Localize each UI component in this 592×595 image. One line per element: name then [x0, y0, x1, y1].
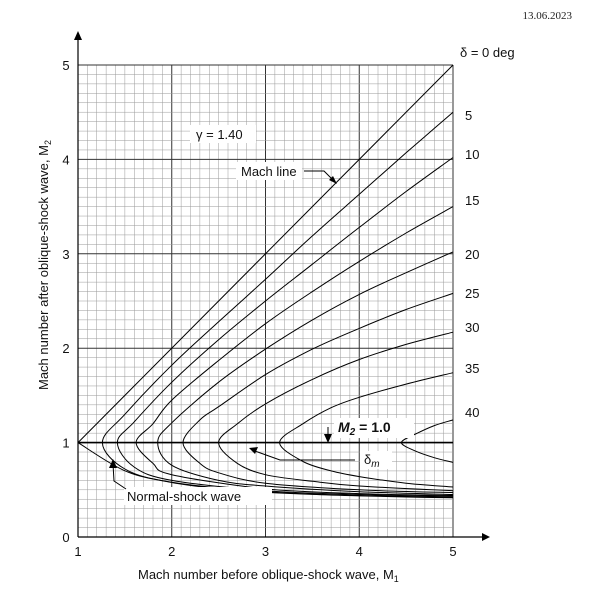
x-tick-label: 1 — [74, 544, 81, 559]
m2-label: M2 = 1.0 — [338, 419, 391, 438]
y-tick-label: 3 — [62, 247, 69, 262]
normal-shock-pointer-arrow-icon — [109, 459, 117, 468]
normal-shock-pointer — [112, 463, 127, 490]
y-tick-label: 4 — [62, 152, 69, 167]
deflection-curve-35 — [279, 372, 454, 488]
x-tick-label: 5 — [449, 544, 456, 559]
delta-label-25: 25 — [465, 286, 479, 301]
y-tick-label: 2 — [62, 341, 69, 356]
y-axis-title: Mach number after oblique-shock wave, M2 — [36, 140, 53, 390]
delta-label-10: 10 — [465, 147, 479, 162]
y-tick-label: 5 — [62, 58, 69, 73]
x-axis-arrow-icon — [482, 533, 490, 541]
gamma-label: γ = 1.40 — [196, 127, 243, 142]
annotations: γ = 1.40 Mach line Normal-shock wave M2 … — [36, 125, 414, 584]
deflection-curve-10 — [116, 157, 454, 497]
x-tick-label: 4 — [356, 544, 363, 559]
delta-label-5: 5 — [465, 108, 472, 123]
delta-label-15: 15 — [465, 193, 479, 208]
deflection-curve-30 — [218, 331, 454, 492]
delta-m-label-sub: m — [371, 459, 379, 470]
delta-m-pointer — [251, 449, 355, 461]
deflection-angle-labels: δ = 0 deg 5 10 15 20 25 30 35 40 — [460, 45, 515, 420]
x-tick-label: 3 — [262, 544, 269, 559]
delta-label-35: 35 — [465, 361, 479, 376]
deflection-curve-20 — [157, 251, 454, 495]
y-tick-label: 1 — [62, 436, 69, 451]
deflection-curve-25 — [182, 292, 454, 494]
y-tick-label: 0 — [62, 530, 69, 545]
delta-label-40: 40 — [465, 405, 479, 420]
delta-label-30: 30 — [465, 320, 479, 335]
axes — [74, 31, 490, 541]
date-stamp: 13.06.2023 — [522, 10, 573, 22]
delta-m-pointer-arrow-icon — [249, 447, 258, 454]
mach-line-label: Mach line — [241, 164, 297, 179]
delta-label-0: δ = 0 deg — [460, 45, 515, 60]
delta-label-20: 20 — [465, 247, 479, 262]
normal-shock-label: Normal-shock wave — [127, 489, 241, 504]
mach-line-pointer — [304, 170, 335, 182]
mach-line-pointer-arrow-icon — [329, 176, 337, 184]
delta-m-label: δm — [364, 452, 380, 470]
deflection-curve-40 — [400, 419, 454, 463]
mach-line-series — [77, 64, 454, 443]
m2-pointer-arrow-icon — [324, 434, 332, 443]
x-tick-label: 2 — [168, 544, 175, 559]
y-axis-arrow-icon — [74, 31, 82, 40]
y-axis-title-sub: 2 — [43, 140, 53, 145]
gamma-label-bg — [190, 125, 256, 143]
x-axis-title: Mach number before oblique-shock wave, M… — [138, 567, 399, 584]
m2-label-value: = 1.0 — [355, 419, 391, 435]
x-axis-title-sub: 1 — [394, 574, 399, 584]
m2-label-sub: 2 — [349, 427, 356, 438]
